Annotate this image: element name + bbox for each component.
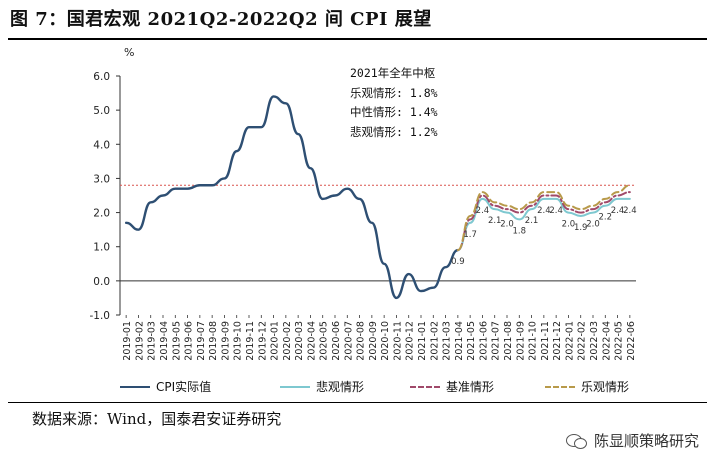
series-line-baseline — [456, 191, 631, 252]
data-label: 2.1 — [525, 216, 539, 226]
x-tick-label: 2020-10 — [380, 321, 391, 361]
legend-item: 乐观情形 — [545, 378, 629, 395]
x-tick-label: 2022-04 — [601, 321, 612, 361]
x-tick-label: 2020-11 — [392, 321, 403, 361]
x-tick-label: 2022-02 — [577, 321, 588, 361]
x-tick-label: 2021-12 — [552, 321, 563, 361]
x-tick-label: 2019-08 — [208, 321, 219, 361]
x-tick-label: 2020-08 — [356, 321, 367, 361]
x-tick-label: 2021-07 — [491, 321, 502, 361]
legend-swatch — [545, 385, 575, 388]
x-tick-label: 2020-06 — [331, 321, 342, 361]
data-label: 2.4 — [537, 206, 551, 216]
watermark: 陈显顺策略研究 — [565, 430, 699, 451]
x-tick-label: 2021-01 — [417, 321, 428, 361]
data-label: 2.4 — [476, 206, 490, 216]
legend-swatch — [120, 385, 150, 388]
x-tick-label: 2021-04 — [454, 321, 465, 361]
x-tick-label: 2019-05 — [171, 321, 182, 361]
legend-swatch — [410, 385, 440, 388]
x-tick-label: 2021-11 — [540, 321, 551, 361]
x-tick-label: 2019-10 — [233, 321, 244, 361]
y-tick-label: -1.0 — [90, 310, 111, 322]
x-tick-label: 2021-03 — [442, 321, 453, 361]
source-divider — [8, 402, 707, 403]
x-tick-label: 2019-03 — [147, 321, 158, 361]
data-label: 2.1 — [488, 216, 502, 226]
x-tick-label: 2021-05 — [466, 321, 477, 361]
legend-item: 基准情形 — [410, 378, 494, 395]
data-label: 2.2 — [599, 213, 613, 223]
data-label: 2.4 — [611, 206, 625, 216]
x-tick-label: 2022-06 — [626, 321, 637, 361]
annotation-line-optimistic: 乐观情形: 1.8% — [350, 85, 438, 100]
x-tick-label: 2021-02 — [429, 321, 440, 361]
x-tick-label: 2019-06 — [184, 321, 195, 361]
data-label: 2.0 — [562, 220, 576, 230]
y-tick-label: 0.0 — [93, 276, 110, 288]
x-tick-label: 2021-08 — [503, 321, 514, 361]
data-label: 2.4 — [623, 206, 637, 216]
x-tick-label: 2020-03 — [294, 321, 305, 361]
source-note: 数据来源：Wind，国泰君安证券研究 — [32, 410, 282, 428]
annotation-box: 2021年全年中枢 乐观情形: 1.8% 中性情形: 1.4% 悲观情形: 1.… — [350, 64, 438, 142]
x-tick-label: 2019-09 — [220, 321, 231, 361]
data-label: 2.0 — [500, 220, 514, 230]
y-tick-label: 6.0 — [93, 71, 110, 83]
data-label: 1.8 — [513, 226, 527, 236]
y-tick-label: 3.0 — [93, 173, 110, 185]
data-label: 0.9 — [451, 257, 465, 267]
y-tick-label: 5.0 — [93, 105, 110, 117]
annotation-line-pessimistic: 悲观情形: 1.2% — [350, 124, 438, 139]
x-tick-label: 2020-12 — [405, 321, 416, 361]
legend-label: 乐观情形 — [581, 380, 630, 394]
legend-swatch — [280, 385, 310, 388]
x-tick-label: 2020-09 — [368, 321, 379, 361]
x-tick-label: 2020-01 — [270, 321, 281, 361]
x-tick-label: 2022-01 — [564, 321, 575, 361]
annotation-heading: 2021年全年中枢 — [350, 66, 436, 80]
chart-legend: CPI实际值 悲观情形 基准情形 乐观情形 — [0, 378, 715, 398]
annotation-line-neutral: 中性情形: 1.4% — [350, 105, 438, 119]
x-tick-label: 2019-11 — [245, 321, 256, 361]
cpi-line-chart: % -1.0 0.0 1.0 2.0 3.0 4.0 5.0 6.0 2019-01 2019-02… — [90, 46, 637, 361]
legend-label: 基准情形 — [446, 380, 495, 394]
legend-label: CPI实际值 — [156, 380, 212, 394]
data-label: 1.9 — [574, 223, 588, 233]
x-tick-label: 2021-10 — [528, 321, 539, 361]
y-axis-unit: % — [124, 46, 134, 59]
series-line-optimistic — [456, 184, 631, 252]
x-tick-label: 2021-06 — [478, 321, 489, 361]
y-tick-label: 4.0 — [93, 139, 110, 151]
x-tick-label: 2019-07 — [196, 321, 207, 361]
data-label: 2.0 — [586, 220, 600, 230]
data-label: 2.4 — [549, 206, 563, 216]
x-tick-label: 2022-03 — [589, 321, 600, 361]
series-line-cpi-actual — [124, 95, 460, 300]
wechat-icon — [565, 432, 588, 450]
x-tick-label: 2020-02 — [282, 321, 293, 361]
legend-item: CPI实际值 — [120, 378, 211, 395]
x-tick-label: 2020-04 — [306, 321, 317, 361]
x-tick-label: 2019-04 — [159, 321, 170, 361]
page-title: 图 7：国君宏观 2021Q2-2022Q2 间 CPI 展望 — [10, 9, 432, 30]
title-divider — [8, 38, 707, 40]
legend-item: 悲观情形 — [280, 378, 364, 395]
x-tick-label: 2022-05 — [614, 321, 625, 361]
y-tick-label: 2.0 — [93, 208, 110, 220]
x-tick-label: 2019-02 — [134, 321, 145, 361]
x-tick-label: 2021-09 — [515, 321, 526, 361]
x-tick-label: 2019-01 — [122, 321, 133, 361]
watermark-text: 陈显顺策略研究 — [593, 432, 699, 450]
series-line-pessimistic — [456, 197, 631, 252]
x-tick-label: 2020-05 — [319, 321, 330, 361]
x-tick-label: 2020-07 — [343, 321, 354, 361]
x-tick-label: 2019-12 — [257, 321, 268, 361]
legend-label: 悲观情形 — [316, 380, 365, 394]
y-tick-label: 1.0 — [93, 242, 110, 254]
data-label: 1.7 — [463, 230, 477, 240]
